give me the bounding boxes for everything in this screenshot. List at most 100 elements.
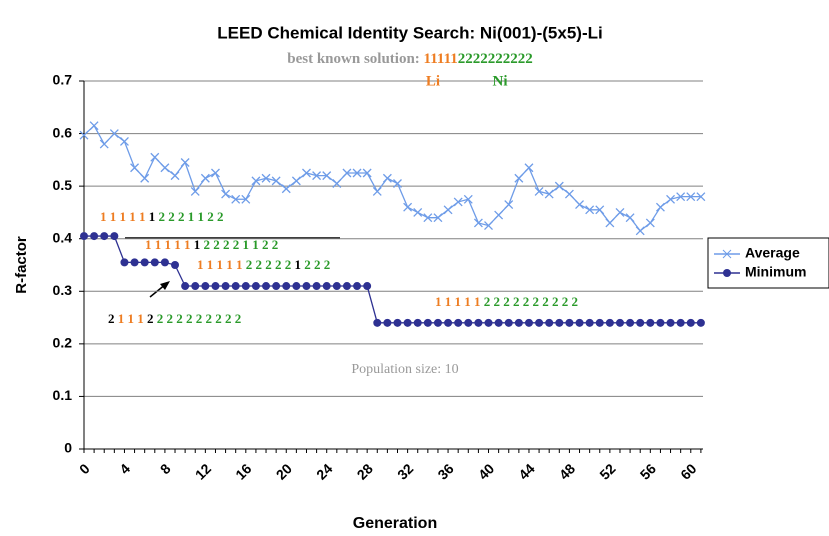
x-tick-label: 8	[157, 460, 174, 477]
minimum-marker	[353, 282, 362, 291]
average-marker	[666, 194, 676, 204]
minimum-marker	[615, 318, 624, 327]
average-marker	[484, 221, 493, 231]
minimum-marker	[201, 282, 210, 291]
minimum-marker	[605, 318, 614, 327]
annotation-part: 2 2 2 2 1 1 2 2	[204, 237, 279, 252]
average-marker	[79, 130, 89, 140]
element-label: Li	[426, 73, 440, 89]
y-tick-label: 0.2	[53, 335, 73, 351]
minimum-marker	[373, 318, 382, 327]
minimum-marker	[150, 258, 159, 267]
minimum-marker	[555, 318, 564, 327]
average-marker	[605, 218, 615, 228]
minimum-marker	[575, 318, 584, 327]
annotation-part: 2 2 2 2 2 2 2 2 2 2	[484, 294, 578, 309]
average-marker	[534, 186, 544, 196]
average-marker	[190, 186, 200, 196]
x-tick-label: 0	[76, 460, 93, 477]
legend-marker	[722, 249, 732, 259]
annotation: 1 1 1 1 1 2 2 2 2 2 1 2 2 2	[197, 257, 330, 272]
annotation-part: 2	[108, 311, 118, 326]
x-tick-label: 4	[116, 460, 133, 477]
minimum-marker	[474, 318, 483, 327]
minimum-marker	[221, 282, 230, 291]
arrow-head	[160, 281, 170, 290]
y-tick-label: 0.5	[53, 177, 73, 193]
average-marker	[211, 168, 220, 178]
y-tick-label: 0.3	[53, 282, 73, 298]
average-marker	[180, 158, 190, 167]
average-marker	[595, 205, 605, 215]
y-tick-label: 0	[64, 440, 72, 456]
x-tick-label: 52	[596, 460, 618, 482]
annotation-part: 2 2 2 1 1 2 2	[159, 209, 224, 224]
annotation-part: 1 1 1 1 1	[197, 257, 246, 272]
x-tick-label: 40	[475, 460, 497, 482]
minimum-marker	[110, 232, 119, 241]
average-marker	[322, 171, 332, 181]
minimum-marker	[545, 318, 554, 327]
annotation: 1 1 1 1 1 2 2 2 2 2 2 2 2 2 2	[435, 294, 578, 309]
average-marker	[453, 197, 463, 207]
minimum-marker	[100, 232, 109, 241]
minimum-marker	[231, 282, 240, 291]
average-marker	[312, 171, 322, 181]
average-marker	[241, 194, 251, 204]
minimum-marker	[585, 318, 594, 327]
annotation-part: 1 1 1 1 1	[435, 294, 484, 309]
minimum-marker	[504, 318, 513, 327]
average-marker	[544, 189, 554, 199]
average-marker	[382, 173, 392, 183]
annotation-part: 1 1 1 1 1	[100, 209, 149, 224]
minimum-marker	[322, 282, 331, 291]
x-tick-label: 24	[313, 460, 335, 482]
minimum-marker	[656, 318, 665, 327]
average-marker	[524, 163, 534, 173]
average-marker	[393, 179, 402, 188]
average-marker	[200, 173, 210, 183]
average-marker	[494, 210, 504, 220]
average-marker	[585, 205, 595, 215]
minimum-marker	[413, 318, 422, 327]
minimum-marker	[535, 318, 544, 327]
minimum-marker	[433, 318, 442, 327]
average-marker	[362, 168, 372, 178]
minimum-marker	[454, 318, 463, 327]
population-note: Population size: 10	[351, 362, 458, 377]
average-marker	[160, 163, 170, 173]
subtitle: best known solution: 111112222222222	[287, 51, 533, 67]
average-marker	[109, 129, 119, 139]
minimum-marker	[363, 282, 372, 291]
annotation-part: 1 1 1	[118, 311, 147, 326]
average-marker	[473, 218, 483, 228]
x-tick-label: 20	[273, 460, 295, 482]
minimum-marker	[403, 318, 412, 327]
minimum-marker	[272, 282, 281, 291]
average-marker	[676, 192, 686, 202]
x-axis-label: Generation	[353, 515, 437, 532]
minimum-marker	[464, 318, 473, 327]
annotation-part: 1	[149, 209, 159, 224]
average-marker	[251, 176, 261, 186]
minimum-marker	[312, 282, 321, 291]
minimum-marker	[696, 318, 705, 327]
minimum-marker	[484, 318, 493, 327]
minimum-marker	[494, 318, 503, 327]
minimum-marker	[292, 282, 301, 291]
minimum-marker	[676, 318, 685, 327]
average-marker	[443, 205, 453, 215]
average-marker	[342, 168, 352, 178]
annotation-part: 1	[295, 257, 305, 272]
minimum-marker	[686, 318, 695, 327]
x-tick-label: 48	[556, 460, 578, 482]
minimum-marker	[444, 318, 453, 327]
average-marker	[463, 194, 473, 204]
subtitle-part: 11111	[424, 51, 458, 67]
minimum-marker	[211, 282, 220, 291]
series-line	[83, 124, 701, 232]
subtitle-part: 2222222222	[458, 51, 533, 67]
average-marker	[140, 173, 150, 183]
x-tick-label: 12	[192, 460, 214, 482]
average-marker	[291, 176, 301, 186]
